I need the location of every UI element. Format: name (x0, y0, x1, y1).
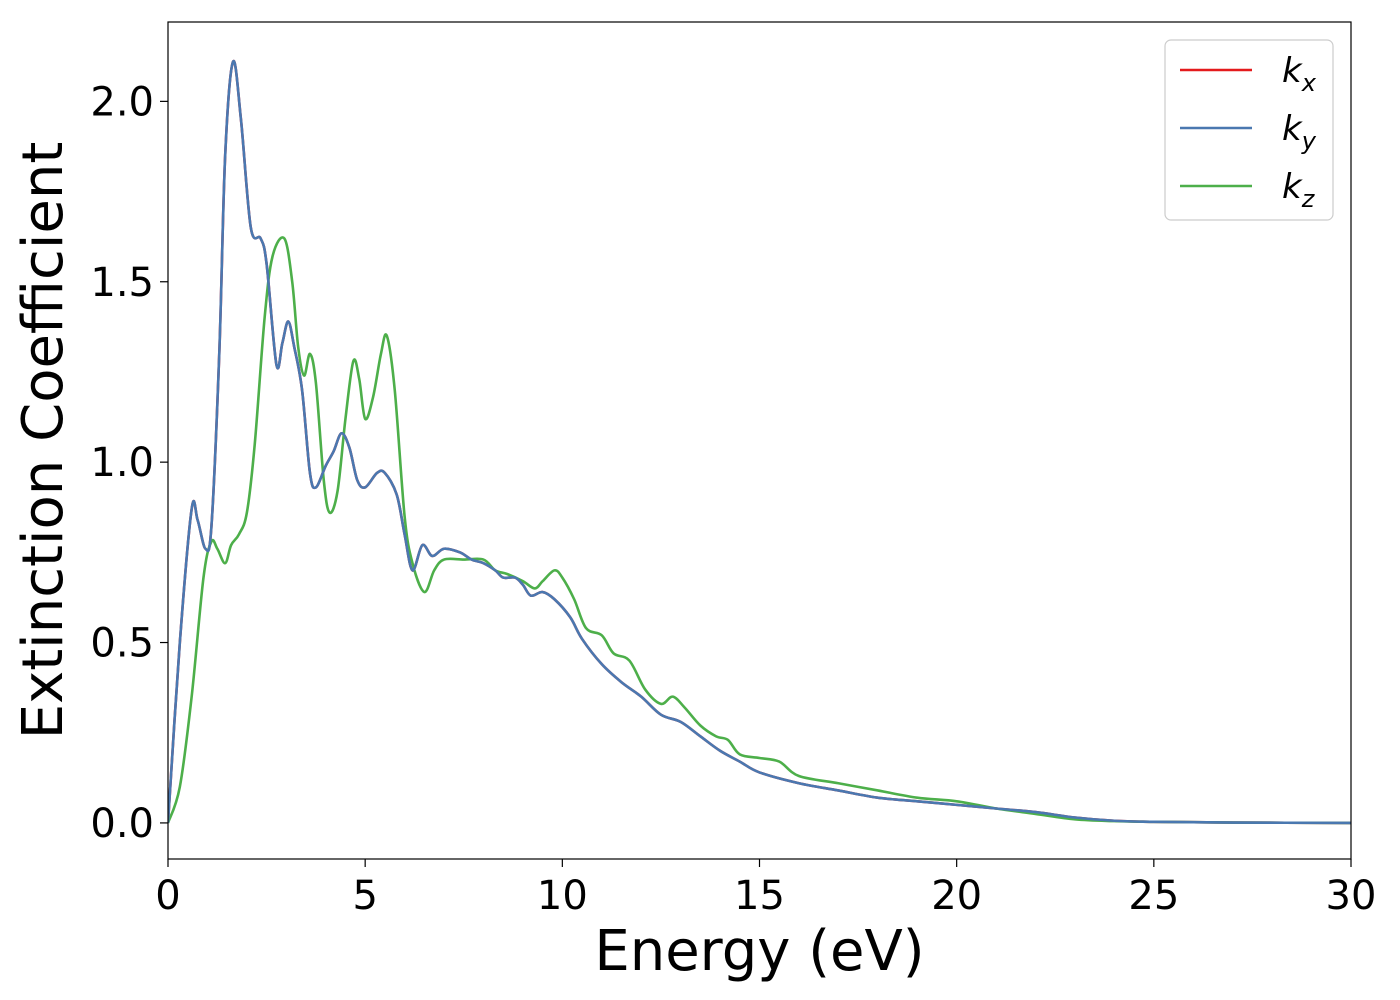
y-tick-label: 0.5 (90, 621, 154, 667)
x-tick-label: 25 (1128, 873, 1179, 919)
legend-label-base: k (1282, 109, 1303, 149)
y-axis: 0.0 0.5 1.0 1.5 2.0 (90, 79, 168, 847)
y-tick-label: 0.0 (90, 801, 154, 847)
legend-label-subscript: z (1301, 185, 1316, 213)
legend-label-base: k (1282, 51, 1303, 91)
legend-box (1164, 39, 1334, 221)
x-tick-label: 30 (1326, 873, 1377, 919)
x-tick-label: 0 (155, 873, 180, 919)
legend-label-ky: ky (1282, 109, 1317, 155)
legend-label-subscript: x (1301, 69, 1317, 97)
y-tick-label: 1.5 (90, 260, 154, 306)
x-tick-label: 10 (537, 873, 588, 919)
y-tick-label: 1.0 (90, 440, 154, 486)
series-line-ky (168, 59, 1351, 825)
x-tick-label: 5 (352, 873, 377, 919)
legend-label-kz: kz (1282, 167, 1316, 213)
series-layer (168, 59, 1351, 825)
x-axis: 0 5 10 15 20 25 30 (155, 859, 1376, 919)
y-axis-label: Extinction Coefficient (11, 142, 76, 740)
legend-label-subscript: y (1301, 127, 1317, 155)
x-axis-label: Energy (eV) (594, 919, 924, 984)
plot-area (167, 21, 1352, 860)
y-tick-label: 2.0 (90, 79, 154, 125)
legend-label-kx: kx (1282, 51, 1317, 97)
series-line-kz (168, 236, 1351, 825)
x-tick-label: 20 (931, 873, 982, 919)
x-tick-label: 15 (734, 873, 785, 919)
legend-label-base: k (1282, 167, 1303, 207)
